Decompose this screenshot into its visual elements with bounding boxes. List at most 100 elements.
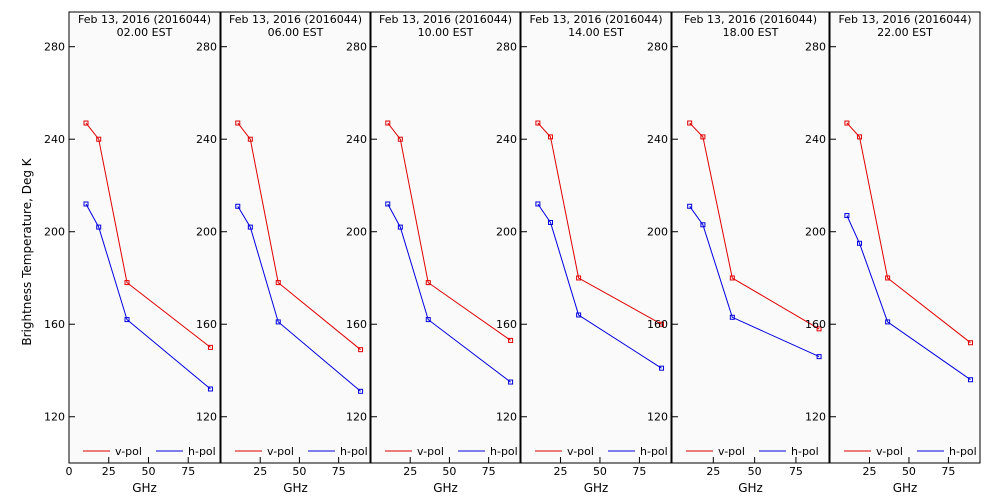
legend-label-v-pol: v-pol [718, 445, 745, 458]
x-tick-label: 75 [181, 465, 195, 478]
y-tick-label: 200 [196, 226, 217, 239]
panel-time: 02.00 EST [117, 26, 173, 39]
legend-label-v-pol: v-pol [876, 445, 903, 458]
legend-label-h-pol: h-pol [490, 445, 518, 458]
y-tick-label: 160 [346, 318, 367, 331]
x-tick-label: 75 [789, 465, 803, 478]
panel-time: 14.00 EST [568, 26, 624, 39]
data-point-h-pol [385, 201, 391, 207]
data-point-v-pol [885, 275, 891, 281]
data-point-h-pol [275, 319, 281, 325]
y-tick-label: 280 [346, 41, 367, 54]
data-point-v-pol [700, 134, 706, 140]
data-point-h-pol [700, 222, 706, 228]
data-point-v-pol [508, 337, 514, 343]
x-axis-title: GHz [584, 481, 609, 495]
y-tick-label: 240 [44, 133, 65, 146]
data-point-h-pol [816, 354, 822, 360]
data-point-v-pol [535, 120, 541, 126]
data-point-v-pol [275, 280, 281, 286]
y-tick-label: 240 [805, 133, 826, 146]
x-axis-title: GHz [132, 481, 157, 495]
y-tick-label: 240 [346, 133, 367, 146]
x-tick-label: 25 [706, 465, 720, 478]
panel-time: 10.00 EST [418, 26, 474, 39]
y-tick-label: 200 [496, 226, 517, 239]
panel-frame [829, 11, 981, 464]
y-tick-label: 280 [44, 41, 65, 54]
x-axis-title: GHz [433, 481, 458, 495]
panel-frame [671, 11, 830, 464]
x-tick-label: 25 [862, 465, 876, 478]
series-line-v-pol [85, 122, 211, 348]
y-tick-label: 160 [496, 318, 517, 331]
data-point-v-pol [687, 120, 693, 126]
x-tick-label: 50 [902, 465, 916, 478]
series-line-v-pol [237, 122, 361, 351]
panel-title: Feb 13, 2016 (2016044) [529, 13, 662, 26]
panel-time: 06.00 EST [268, 26, 324, 39]
series-line-v-pol [689, 122, 820, 330]
y-tick-label: 200 [346, 226, 367, 239]
x-tick-label: 75 [941, 465, 955, 478]
data-point-v-pol [124, 280, 130, 286]
y-tick-label: 120 [346, 411, 367, 424]
data-point-v-pol [235, 120, 241, 126]
legend-label-v-pol: v-pol [567, 445, 594, 458]
data-point-v-pol [548, 134, 554, 140]
x-tick-label: 25 [102, 465, 116, 478]
data-point-v-pol [729, 275, 735, 281]
panel-title: Feb 13, 2016 (2016044) [379, 13, 512, 26]
data-point-h-pol [83, 201, 89, 207]
panel-title: Feb 13, 2016 (2016044) [838, 13, 971, 26]
data-point-h-pol [576, 312, 582, 318]
series-line-v-pol [537, 122, 662, 325]
legend-label-h-pol: h-pol [188, 445, 216, 458]
panel-2: 120 160 200 240 280 25 50 75 GHz Feb 13, 2016 (20… [196, 11, 371, 495]
y-tick-label: 240 [496, 133, 517, 146]
data-point-v-pol [659, 321, 665, 327]
panel-frame [520, 11, 672, 464]
data-point-h-pol [844, 213, 850, 219]
legend-label-h-pol: h-pol [949, 445, 977, 458]
panel-3: 120 160 200 240 280 25 50 75 GHz Feb 13, 2016 (20… [346, 11, 521, 495]
data-point-v-pol [816, 326, 822, 332]
y-tick-label: 160 [44, 318, 65, 331]
series-line-h-pol [846, 215, 971, 381]
y-tick-label: 240 [647, 133, 668, 146]
panel-title: Feb 13, 2016 (2016044) [78, 13, 211, 26]
x-tick-label: 50 [141, 465, 155, 478]
data-point-v-pol [425, 280, 431, 286]
panel-title: Feb 13, 2016 (2016044) [684, 13, 817, 26]
data-point-h-pol [548, 219, 554, 225]
x-tick-label: 25 [253, 465, 267, 478]
x-tick-label: 75 [482, 465, 496, 478]
x-tick-label: 25 [553, 465, 567, 478]
data-point-h-pol [207, 386, 213, 392]
y-tick-label: 200 [647, 226, 668, 239]
series-line-h-pol [689, 206, 820, 358]
x-tick-label: 50 [292, 465, 306, 478]
legend-label-v-pol: v-pol [115, 445, 142, 458]
y-tick-label: 120 [647, 411, 668, 424]
data-point-h-pol [358, 388, 364, 394]
data-point-h-pol [729, 314, 735, 320]
data-point-h-pol [124, 317, 130, 323]
series-line-v-pol [846, 122, 971, 344]
x-tick-label: 50 [442, 465, 456, 478]
y-tick-label: 120 [44, 411, 65, 424]
data-point-h-pol [235, 203, 241, 209]
data-point-h-pol [687, 203, 693, 209]
data-point-v-pol [96, 136, 102, 142]
y-tick-label: 120 [196, 411, 217, 424]
panel-5: 120 160 200 240 280 25 50 75 GHz Feb 13, 2016 (20… [647, 11, 830, 495]
legend-label-h-pol: h-pol [340, 445, 368, 458]
panel-6: 120 160 200 240 280 25 50 75 GHz Feb 13, 2016 (20… [805, 11, 981, 495]
series-line-h-pol [237, 206, 361, 392]
y-tick-label: 120 [496, 411, 517, 424]
x-tick-label: 50 [748, 465, 762, 478]
panel-frame [370, 11, 521, 464]
x-tick-label: 50 [593, 465, 607, 478]
data-point-v-pol [968, 340, 974, 346]
